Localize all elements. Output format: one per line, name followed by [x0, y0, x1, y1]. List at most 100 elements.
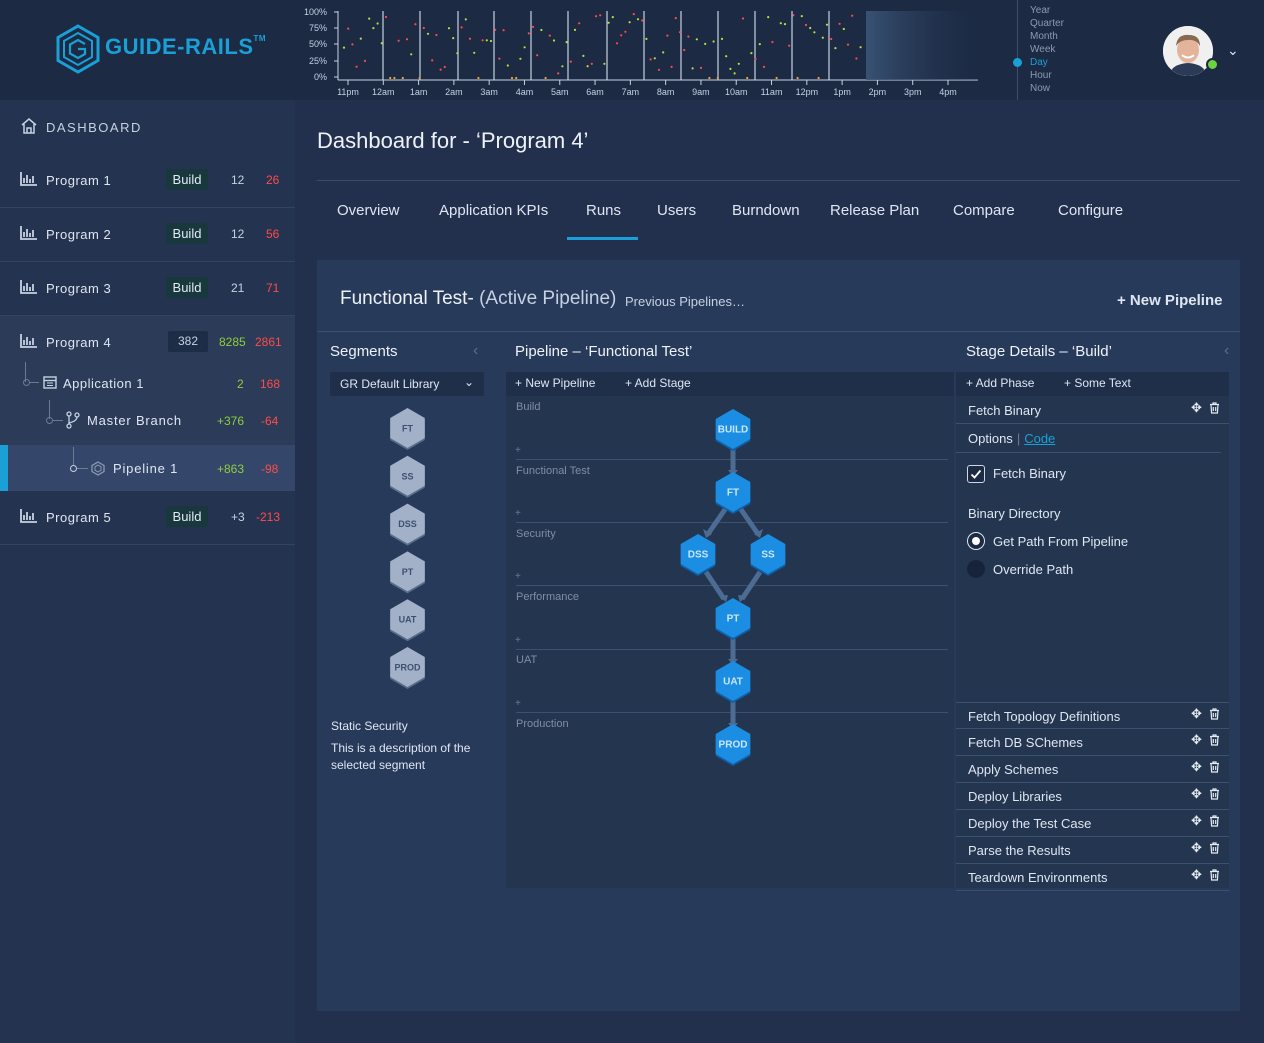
trash-icon[interactable] — [1209, 734, 1220, 746]
radio-override-path[interactable] — [967, 560, 985, 578]
radio-get-path-from-pipeline[interactable] — [967, 532, 985, 550]
run-dot — [607, 21, 610, 24]
stage-build[interactable]: BUILD — [715, 409, 751, 451]
add-phase-button[interactable]: + Add Phase — [966, 376, 1035, 390]
stage-ss[interactable]: SS — [750, 534, 786, 576]
move-icon[interactable]: ✥ — [1191, 813, 1202, 828]
tab-configure[interactable]: Configure — [1058, 202, 1124, 219]
segment-pt[interactable]: PT — [390, 551, 425, 594]
sidebar-item-program-1[interactable]: Program 1 Build 12 26 — [0, 154, 295, 208]
trash-icon[interactable] — [1209, 402, 1220, 414]
add-phase-stage-icon[interactable]: + — [515, 698, 521, 709]
chevron-down-icon[interactable]: ⌄ — [1227, 42, 1239, 58]
trash-icon[interactable] — [1209, 842, 1220, 854]
run-dot — [401, 76, 404, 80]
collapse-left-icon[interactable]: ‹ — [473, 342, 479, 359]
segment-label: PROD — [394, 663, 421, 673]
sidebar-item-program-2[interactable]: Program 2 Build 12 56 — [0, 208, 295, 262]
step-row[interactable]: Deploy Libraries ✥ — [956, 783, 1229, 810]
previous-pipelines-link[interactable]: Previous Pipelines… — [625, 294, 745, 309]
new-pipeline-toolbar-button[interactable]: + New Pipeline — [515, 376, 596, 390]
run-dot — [687, 35, 690, 38]
trash-icon[interactable] — [1209, 869, 1220, 881]
period-option-year[interactable]: Year — [1030, 5, 1051, 16]
sidebar-item-program-3[interactable]: Program 3 Build 21 71 — [0, 262, 295, 316]
step-row[interactable]: Fetch Topology Definitions ✥ — [956, 702, 1229, 729]
add-phase-stage-icon[interactable]: + — [515, 571, 521, 582]
fetch-binary-checkbox[interactable] — [967, 465, 985, 483]
add-phase-stage-icon[interactable]: + — [515, 445, 521, 456]
segment-prod[interactable]: PROD — [390, 647, 425, 689]
activity-timeline-chart[interactable]: 100% 75% 50% 25% 0% 11pm 12am 1am 2am 3am 4am 5am 6… — [298, 2, 1003, 100]
add-stage-button[interactable]: + Add Stage — [625, 376, 691, 390]
step-row[interactable]: Fetch DB SChemes ✥ — [956, 729, 1229, 756]
move-icon[interactable]: ✥ — [1191, 400, 1202, 415]
sidebar-item-program-4[interactable]: Program 4 382 8285 2861 — [0, 316, 295, 370]
user-avatar[interactable] — [1163, 26, 1213, 76]
sidebar-item-application-1[interactable]: Application 1 2 168 — [0, 370, 295, 398]
run-dot — [846, 43, 850, 46]
code-link[interactable]: Code — [1024, 431, 1056, 446]
stage-prod[interactable]: PROD — [715, 724, 751, 766]
move-icon[interactable]: ✥ — [1191, 759, 1202, 774]
period-option-week[interactable]: Week — [1030, 44, 1056, 55]
trash-icon[interactable] — [1209, 815, 1220, 827]
new-pipeline-button[interactable]: + New Pipeline — [1117, 292, 1223, 309]
trash-icon[interactable] — [1209, 788, 1220, 800]
tab-compare[interactable]: Compare — [953, 202, 1015, 219]
step-row[interactable]: Parse the Results ✥ — [956, 837, 1229, 864]
period-option-hour[interactable]: Hour — [1030, 70, 1052, 81]
period-option-day[interactable]: Day — [1030, 57, 1048, 68]
add-phase-stage-icon[interactable]: + — [515, 635, 521, 646]
some-text-button[interactable]: + Some Text — [1064, 376, 1131, 390]
tab-application-kpis[interactable]: Application KPIs — [439, 202, 549, 219]
step-label: Apply Schemes — [968, 762, 1059, 777]
add-phase-stage-icon[interactable]: + — [515, 508, 521, 519]
segment-dss[interactable]: DSS — [390, 503, 425, 546]
stage-pt[interactable]: PT — [715, 598, 751, 640]
tab-users[interactable]: Users — [657, 202, 697, 219]
step-row[interactable]: Teardown Environments ✥ — [956, 864, 1229, 891]
sidebar-item-program-5[interactable]: Program 5 Build +3 -213 — [0, 491, 295, 545]
trash-icon[interactable] — [1209, 708, 1220, 720]
run-dot — [834, 47, 837, 50]
stage-ft[interactable]: FT — [715, 472, 751, 514]
segment-ft[interactable]: FT — [390, 408, 425, 450]
segment-library-select[interactable]: GR Default Library ⌄ — [330, 372, 484, 396]
sidebar-item-dashboard[interactable] — [0, 100, 295, 154]
segment-label: PT — [402, 567, 414, 577]
trash-icon[interactable] — [1209, 761, 1220, 773]
segment-ss[interactable]: SS — [390, 455, 425, 498]
period-option-quarter[interactable]: Quarter — [1030, 18, 1064, 29]
run-dot — [674, 17, 677, 20]
segment-palette[interactable]: FT SS DSS PT UAT PROD — [385, 405, 430, 690]
run-dot — [342, 46, 346, 49]
move-icon[interactable]: ✥ — [1191, 706, 1202, 721]
move-icon[interactable]: ✥ — [1191, 732, 1202, 747]
tab-burndown[interactable]: Burndown — [732, 202, 800, 219]
step-row[interactable]: Deploy the Test Case ✥ — [956, 810, 1229, 837]
tab-overview[interactable]: Overview — [337, 202, 400, 219]
count-passed: 8285 — [219, 335, 246, 349]
tab-runs[interactable]: Runs — [586, 202, 622, 219]
tab-release-plan[interactable]: Release Plan — [830, 202, 920, 219]
pipeline-graph[interactable]: BUILD FT DSS SS PT UAT PROD — [506, 396, 954, 888]
sidebar-item-pipeline-1[interactable]: Pipeline 1 +863 -98 — [0, 445, 295, 491]
sidebar-item-master-branch[interactable]: Master Branch +376 -64 — [0, 407, 295, 435]
logo[interactable]: GUIDE-RAILSTM — [0, 0, 295, 100]
run-dot — [750, 52, 753, 55]
move-icon[interactable]: ✥ — [1191, 867, 1202, 882]
period-option-month[interactable]: Month — [1030, 31, 1058, 42]
period-option-now[interactable]: Now — [1030, 83, 1051, 94]
move-icon[interactable]: ✥ — [1191, 840, 1202, 855]
period-slider-handle[interactable] — [1013, 58, 1022, 67]
bar-chart-icon — [20, 226, 37, 240]
x-tick-label: 10am — [725, 87, 748, 97]
segment-uat[interactable]: UAT — [390, 599, 425, 642]
step-row[interactable]: Apply Schemes ✥ — [956, 756, 1229, 783]
collapse-right-icon[interactable]: ‹ — [1224, 342, 1230, 359]
step-fetch-binary[interactable]: Fetch Binary ✥ — [956, 397, 1229, 424]
stage-uat[interactable]: UAT — [715, 661, 751, 703]
stage-dss[interactable]: DSS — [680, 534, 716, 576]
move-icon[interactable]: ✥ — [1191, 786, 1202, 801]
